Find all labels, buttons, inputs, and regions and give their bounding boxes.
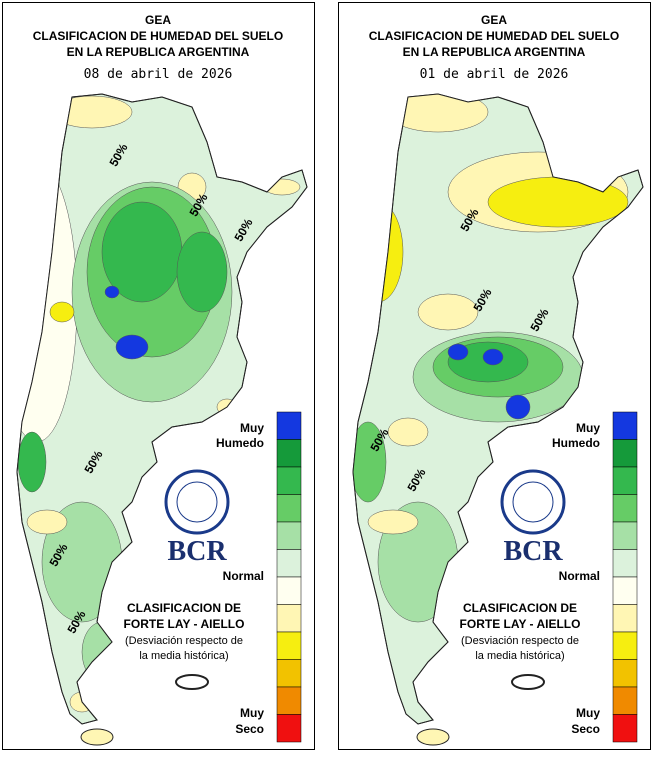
logo-seal-inner (176, 481, 218, 523)
logo-text: BCR (167, 536, 227, 567)
legend-label: Humedo (552, 436, 600, 450)
org: GEA (481, 13, 507, 27)
legend-swatch (612, 659, 638, 688)
legend-label: Muy (576, 706, 600, 720)
map (352, 93, 644, 746)
logo-text: BCR (503, 536, 563, 567)
island (80, 728, 114, 746)
moisture-zones (353, 94, 629, 623)
legend-swatch (612, 686, 638, 715)
method-note: la media histórica) (475, 650, 564, 662)
logo-seal (164, 469, 230, 535)
method-title: FORTE LAY - AIELLO (124, 617, 245, 631)
legend-swatch (276, 549, 302, 578)
moisture-zone (17, 431, 47, 493)
legend-swatch (276, 659, 302, 688)
legend-swatch (276, 466, 302, 495)
islands (511, 674, 545, 690)
panel: GEA CLASIFICACION DE HUMEDAD DEL SUELO EN … (2, 2, 315, 750)
islands (175, 674, 209, 690)
title: EN LA REPUBLICA ARGENTINA (67, 45, 250, 59)
date: 08 de abril de 2026 (84, 67, 233, 82)
method-title: CLASIFICACION DE (127, 601, 241, 615)
moisture-zone (26, 509, 68, 535)
legend-swatch (612, 714, 638, 743)
legend-swatch (276, 686, 302, 715)
legend-swatch (612, 411, 638, 440)
method-title: FORTE LAY - AIELLO (460, 617, 581, 631)
legend-label: Normal (559, 569, 600, 583)
legend-swatch (612, 521, 638, 550)
legend-swatch (276, 631, 302, 660)
island (416, 728, 450, 746)
title: EN LA REPUBLICA ARGENTINA (403, 45, 586, 59)
method-note: (Desviación respecto de (461, 635, 579, 647)
moisture-zone (49, 301, 75, 323)
legend-label: Muy (240, 421, 264, 435)
logo-seal (500, 469, 566, 535)
legend-swatch (276, 411, 302, 440)
moisture-zone (367, 509, 419, 535)
date: 01 de abril de 2026 (420, 67, 569, 82)
legend-label: Normal (223, 569, 264, 583)
title: CLASIFICACION DE HUMEDAD DEL SUELO (369, 29, 619, 43)
legend-swatch (612, 631, 638, 660)
legend-label: Muy (576, 421, 600, 435)
legend-swatch (612, 494, 638, 523)
title: CLASIFICACION DE HUMEDAD DEL SUELO (33, 29, 283, 43)
moisture-zone (417, 293, 479, 331)
moisture-zone (482, 348, 504, 366)
legend-label: Humedo (216, 436, 264, 450)
moisture-zone (353, 421, 387, 503)
moisture-zone (447, 343, 469, 361)
legend-swatch (612, 604, 638, 633)
legend-label: Seco (235, 722, 264, 736)
method-title: CLASIFICACION DE (463, 601, 577, 615)
org: GEA (145, 13, 171, 27)
logo-seal-inner (512, 481, 554, 523)
legend-label: Muy (240, 706, 264, 720)
legend-swatch (276, 439, 302, 468)
panel: GEA CLASIFICACION DE HUMEDAD DEL SUELO EN … (338, 2, 651, 750)
legend-swatch (612, 439, 638, 468)
moisture-zone (176, 231, 228, 313)
legend-swatch (276, 521, 302, 550)
method-note: (Desviación respecto de (125, 635, 243, 647)
legend-label: Seco (571, 722, 600, 736)
legend-swatch (612, 576, 638, 605)
legend-swatch (276, 604, 302, 633)
legend-swatch (276, 576, 302, 605)
legend-swatch (276, 714, 302, 743)
legend-swatch (612, 466, 638, 495)
method-note: la media histórica) (139, 650, 228, 662)
moisture-zone (505, 394, 531, 420)
moisture-zone (104, 285, 120, 299)
moisture-zone (387, 417, 429, 447)
legend-swatch (276, 494, 302, 523)
moisture-zone (115, 334, 149, 360)
legend-swatch (612, 549, 638, 578)
